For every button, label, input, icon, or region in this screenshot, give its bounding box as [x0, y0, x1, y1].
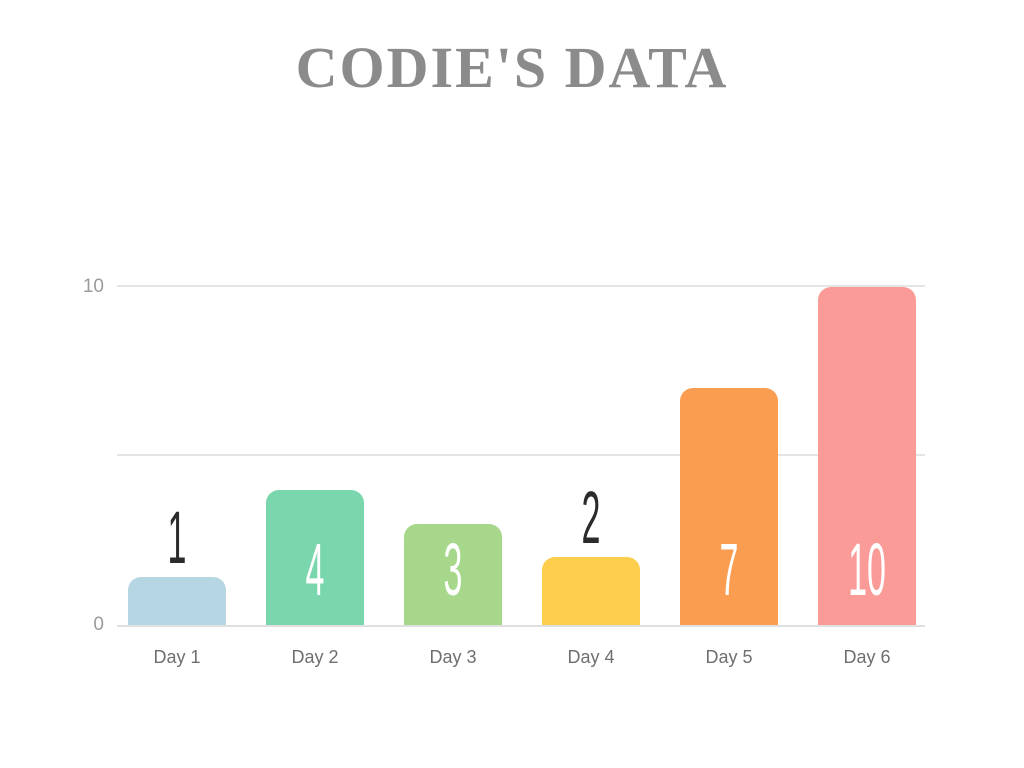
chart-title: CODIE'S DATA: [295, 35, 729, 100]
gridline-y-10: [117, 285, 925, 287]
bar-day-3: [404, 523, 502, 625]
bar-day-4: [542, 557, 640, 625]
gridline-y-5: [117, 454, 925, 456]
x-axis-label-day-2: Day 2: [291, 647, 339, 667]
plot-area: 10 0 1 4 3 2 7 10 Day 1 Day 2 Day 3 Day 4 Day 5 Da…: [83, 276, 925, 667]
bar-day-6: [818, 287, 916, 625]
bar-day-5: [680, 388, 778, 625]
x-axis-label-day-4: Day 4: [567, 647, 615, 667]
y-axis-tick-min: 0: [93, 614, 104, 635]
x-axis-label-day-6: Day 6: [843, 647, 891, 667]
bar-day-1: [128, 577, 226, 625]
bar-value-label-day-4: 2: [581, 476, 601, 560]
bar-value-label-day-1: 1: [167, 496, 187, 579]
x-axis-label-day-5: Day 5: [705, 647, 753, 667]
bar-day-2: [266, 489, 364, 625]
y-axis-tick-max: 10: [82, 276, 104, 297]
x-axis-label-day-1: Day 1: [153, 647, 201, 667]
x-axis-baseline: [117, 625, 925, 627]
x-axis-label-day-3: Day 3: [429, 647, 477, 667]
